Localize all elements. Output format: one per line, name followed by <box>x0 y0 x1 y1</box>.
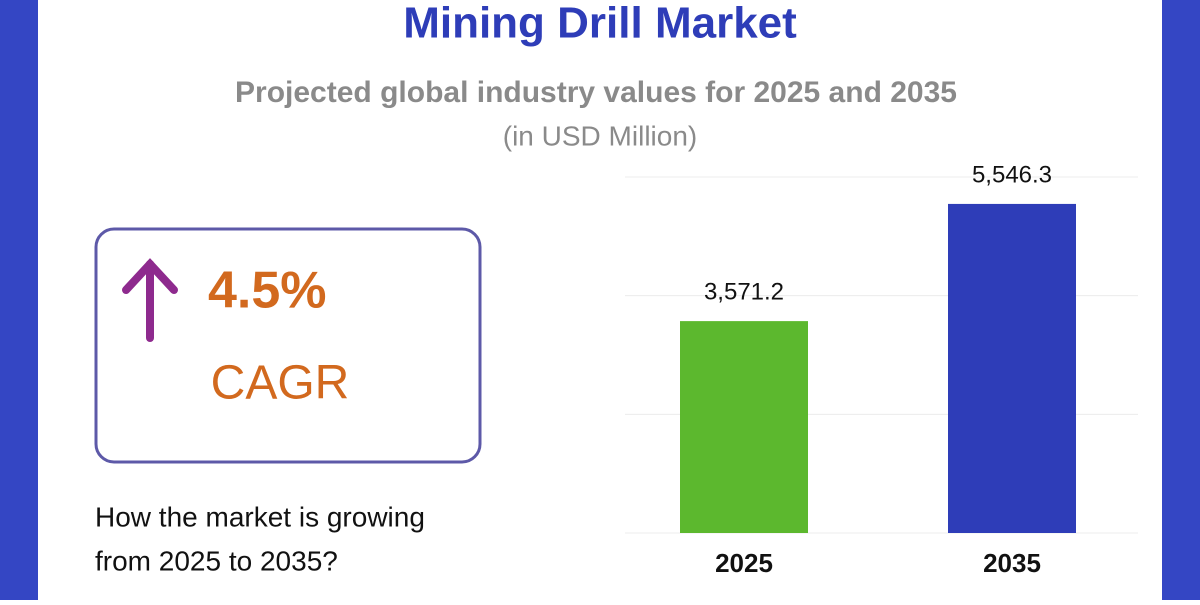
value-label: 5,546.3 <box>972 161 1052 188</box>
x-tick-label: 2025 <box>715 548 773 578</box>
left-border <box>0 0 38 600</box>
right-border <box>1162 0 1200 600</box>
title: Mining Drill Market <box>403 0 797 48</box>
subtitle: Projected global industry values for 202… <box>235 76 957 109</box>
unit: (in USD Million) <box>503 120 697 151</box>
cagr-label: CAGR <box>211 357 350 410</box>
cagr-value: 4.5% <box>208 262 327 320</box>
question-line: from 2025 to 2035? <box>95 545 338 576</box>
x-tick-label: 2035 <box>983 548 1041 578</box>
question-line: How the market is growing <box>95 501 425 532</box>
cagr-box <box>94 227 482 464</box>
bar <box>680 321 808 533</box>
value-label: 3,571.2 <box>704 278 784 305</box>
up-arrow <box>122 258 178 342</box>
bar <box>948 203 1076 533</box>
